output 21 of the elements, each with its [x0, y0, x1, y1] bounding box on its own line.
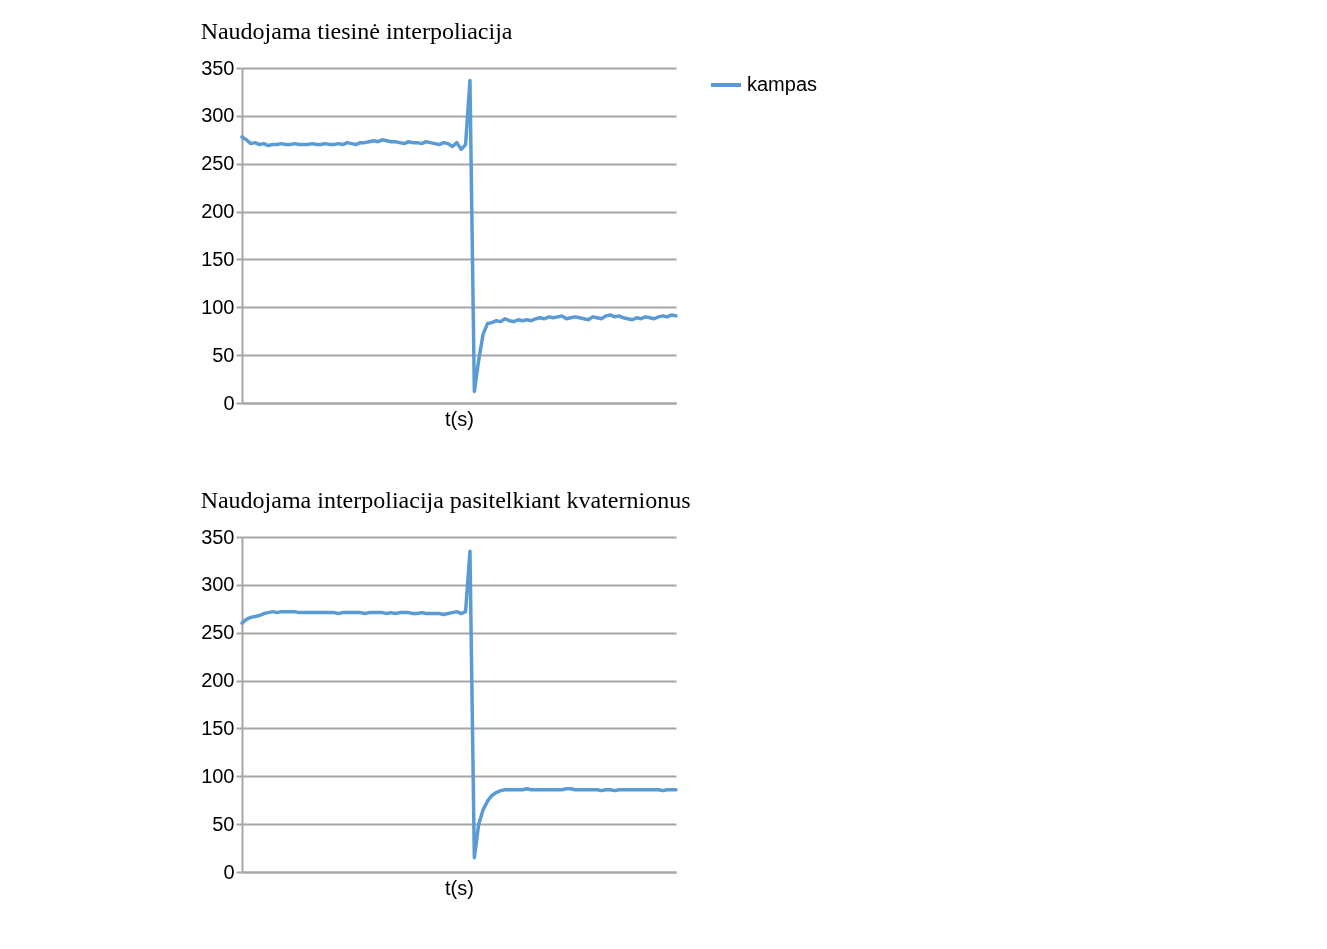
y-tick-label: 0 — [223, 860, 235, 883]
y-tick-label: 100 — [201, 295, 235, 318]
y-tick-label: 200 — [201, 669, 235, 692]
y-tick-label: 100 — [201, 764, 235, 787]
y-tick-label: 250 — [201, 152, 235, 175]
y-tick-label: 350 — [201, 56, 235, 79]
y-tick-label: 200 — [201, 200, 235, 223]
y-tick-label: 150 — [201, 716, 235, 739]
y-tick-label: 300 — [201, 104, 235, 127]
legend-label: kampas — [747, 73, 818, 95]
y-tick-label: 250 — [201, 621, 235, 644]
chart-title: Naudojama interpoliacija pasitelkiant kvaternionus — [200, 487, 691, 513]
y-tick-label: 50 — [212, 343, 235, 366]
y-tick-label: 150 — [201, 247, 235, 270]
y-tick-label: 350 — [201, 525, 235, 548]
y-tick-label: 300 — [201, 573, 235, 596]
y-tick-label: 0 — [223, 391, 235, 414]
chart-title: Naudojama tiesinė interpoliacija — [200, 18, 513, 44]
x-axis-title: t(s) — [445, 407, 474, 430]
x-axis-title: t(s) — [445, 876, 474, 899]
y-tick-label: 50 — [212, 812, 235, 835]
